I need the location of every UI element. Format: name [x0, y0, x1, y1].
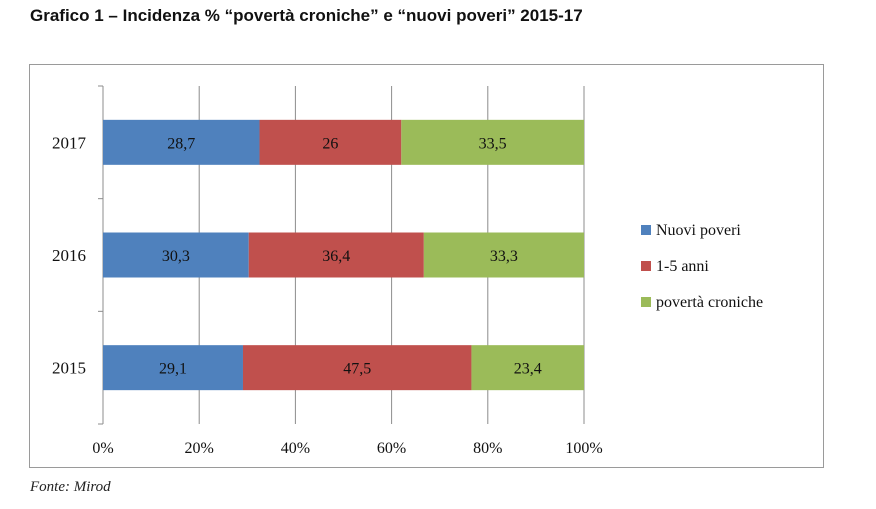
legend-swatch: [641, 297, 651, 307]
bar-data-label: 26: [322, 135, 338, 152]
chart-frame: [29, 64, 824, 468]
bars: [103, 119, 584, 391]
bar-segment: [103, 119, 260, 165]
x-tick-label: 40%: [281, 440, 310, 457]
bar-segment: [259, 119, 402, 165]
bar-segment: [103, 232, 249, 278]
legend-swatch: [641, 225, 651, 235]
bar-data-label: 23,4: [514, 361, 542, 378]
bar-data-label: 33,5: [479, 135, 507, 152]
tick-labels: 0% 20% 40% 60% 80% 100% 2015 2016 2017: [52, 133, 603, 457]
bar-data-label: 33,3: [490, 248, 518, 265]
bar-segment: [242, 345, 472, 391]
legend-swatch: [641, 261, 651, 271]
bar-segment: [103, 345, 243, 391]
bar-data-label: 29,1: [159, 361, 187, 378]
axes: [98, 85, 104, 425]
bar-segment: [401, 119, 584, 165]
legend: Nuovi poveri 1-5 anni povertà croniche: [641, 222, 763, 311]
bar-labels: 29,1 47,5 23,4 30,3 36,4 33,3 28,7 26 33,5: [159, 135, 542, 377]
bar-segment: [423, 232, 584, 278]
bar-data-label: 47,5: [343, 361, 371, 378]
bar-data-label: 30,3: [162, 248, 190, 265]
legend-label: povertà croniche: [656, 294, 763, 311]
legend-label: Nuovi poveri: [656, 222, 741, 239]
bar-segment: [471, 345, 584, 391]
y-category-label: 2015: [52, 359, 86, 378]
x-tick-label: 0%: [92, 440, 113, 457]
x-tick-label: 20%: [185, 440, 214, 457]
x-tick-label: 80%: [473, 440, 502, 457]
chart-title: Grafico 1 – Incidenza % “povertà cronich…: [30, 6, 583, 25]
y-category-label: 2017: [52, 133, 87, 152]
bar-data-label: 28,7: [167, 135, 195, 152]
x-tick-label: 100%: [565, 440, 602, 457]
bar-data-label: 36,4: [322, 248, 350, 265]
source-note: Fonte: Mirod: [30, 479, 111, 495]
x-tick-label: 60%: [377, 440, 406, 457]
bar-segment: [248, 232, 424, 278]
legend-label: 1-5 anni: [656, 258, 709, 275]
y-category-label: 2016: [52, 246, 86, 265]
